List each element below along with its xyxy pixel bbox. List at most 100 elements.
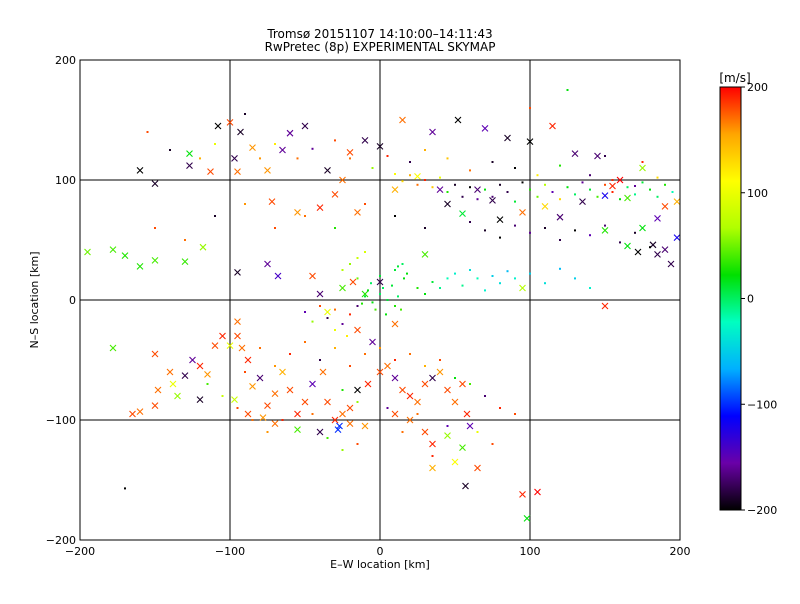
data-point-dot <box>266 431 269 433</box>
data-point-cross <box>667 260 675 268</box>
data-point-cross <box>454 116 462 124</box>
data-point-dot <box>356 277 359 280</box>
data-point-dot <box>146 131 149 133</box>
data-point-cross <box>181 258 189 265</box>
data-point-dot <box>454 377 456 379</box>
data-point-cross <box>336 422 343 430</box>
y-tick-label: 0 <box>69 294 76 307</box>
colorbar-tick-label: 100 <box>747 187 768 200</box>
data-point-dot <box>499 282 501 285</box>
data-point-cross <box>451 458 459 466</box>
data-point-dot <box>394 269 396 271</box>
data-point-cross <box>249 383 256 390</box>
data-point-dot <box>304 311 306 313</box>
y-tick-label: −200 <box>46 534 76 547</box>
data-point-cross <box>234 269 241 276</box>
data-point-cross <box>199 243 207 251</box>
x-tick-label: −200 <box>65 545 95 558</box>
data-point-cross <box>268 198 276 205</box>
data-point-cross <box>406 416 414 424</box>
data-point-cross <box>661 203 669 210</box>
data-point-cross <box>84 248 91 256</box>
y-tick-label: 100 <box>55 174 76 187</box>
data-point-dot <box>371 167 374 169</box>
data-point-dot <box>349 263 351 265</box>
data-markers <box>84 89 681 522</box>
data-point-dot <box>559 198 561 201</box>
data-point-cross <box>274 272 282 280</box>
data-point-cross <box>541 203 549 210</box>
data-point-dot <box>484 289 486 292</box>
data-point-dot <box>491 443 494 445</box>
data-point-cross <box>136 167 144 174</box>
data-point-cross <box>624 194 631 202</box>
data-point-cross <box>364 380 372 388</box>
data-point-dot <box>401 263 404 265</box>
data-point-dot <box>356 401 359 403</box>
data-point-dot <box>259 157 261 160</box>
data-point-dot <box>619 241 621 244</box>
data-point-dot <box>416 287 419 289</box>
data-point-dot <box>499 236 501 239</box>
data-point-cross <box>226 342 234 349</box>
data-point-cross <box>616 176 624 184</box>
data-point-dot <box>304 215 306 217</box>
data-point-cross <box>346 420 354 427</box>
data-point-dot <box>319 359 321 361</box>
data-point-cross <box>462 482 469 490</box>
chart-subtitle: RwPretec (8p) EXPERIMENTAL SKYMAP <box>265 40 496 54</box>
data-point-dot <box>589 234 591 237</box>
data-point-dot <box>154 227 156 229</box>
data-point-dot <box>431 186 434 189</box>
data-point-cross <box>349 278 357 286</box>
data-point-cross <box>264 260 271 268</box>
data-point-cross <box>429 440 436 448</box>
data-point-cross <box>256 374 264 382</box>
data-point-dot <box>346 335 348 337</box>
data-point-dot <box>274 143 276 145</box>
data-point-dot <box>341 269 344 271</box>
data-point-cross <box>324 308 331 316</box>
data-point-dot <box>424 179 426 181</box>
data-point-cross <box>399 116 406 124</box>
chart-title: Tromsø 20151107 14:10:00–14:11:43 <box>266 27 492 41</box>
data-point-cross <box>231 155 238 162</box>
data-point-cross <box>399 386 406 394</box>
data-point-dot <box>581 181 584 184</box>
data-point-dot <box>514 413 516 415</box>
data-point-dot <box>619 198 621 201</box>
data-point-cross <box>519 491 526 498</box>
data-point-dot <box>589 174 591 177</box>
data-point-cross <box>151 402 159 409</box>
data-point-dot <box>169 149 171 151</box>
data-point-dot <box>385 313 387 316</box>
data-point-dot <box>214 215 216 217</box>
data-point-cross <box>196 362 204 370</box>
data-point-dot <box>334 347 336 349</box>
data-point-cross <box>331 191 339 198</box>
data-point-dot <box>221 395 224 397</box>
data-point-dot <box>400 308 402 311</box>
data-point-cross <box>309 380 316 388</box>
data-point-cross <box>436 186 444 193</box>
data-point-dot <box>304 341 306 343</box>
data-point-cross <box>369 338 376 346</box>
data-point-dot <box>409 353 411 355</box>
data-point-dot <box>649 246 651 249</box>
data-point-dot <box>469 169 471 172</box>
data-point-dot <box>649 188 651 191</box>
data-point-dot <box>424 293 426 295</box>
data-point-dot <box>514 167 516 169</box>
y-tick-label: 200 <box>55 54 76 67</box>
data-point-dot <box>416 183 419 186</box>
data-point-dot <box>371 301 374 304</box>
data-point-cross <box>234 318 241 325</box>
data-point-dot <box>311 320 314 323</box>
axis-ticks: −200 −100 0 100 200 −200 −100 0 100 200 <box>46 54 691 558</box>
data-point-cross <box>231 396 238 403</box>
data-point-cross <box>421 380 429 388</box>
data-point-cross <box>361 137 369 144</box>
data-point-dot <box>406 272 408 275</box>
data-point-cross <box>219 332 226 340</box>
data-point-dot <box>656 176 659 179</box>
